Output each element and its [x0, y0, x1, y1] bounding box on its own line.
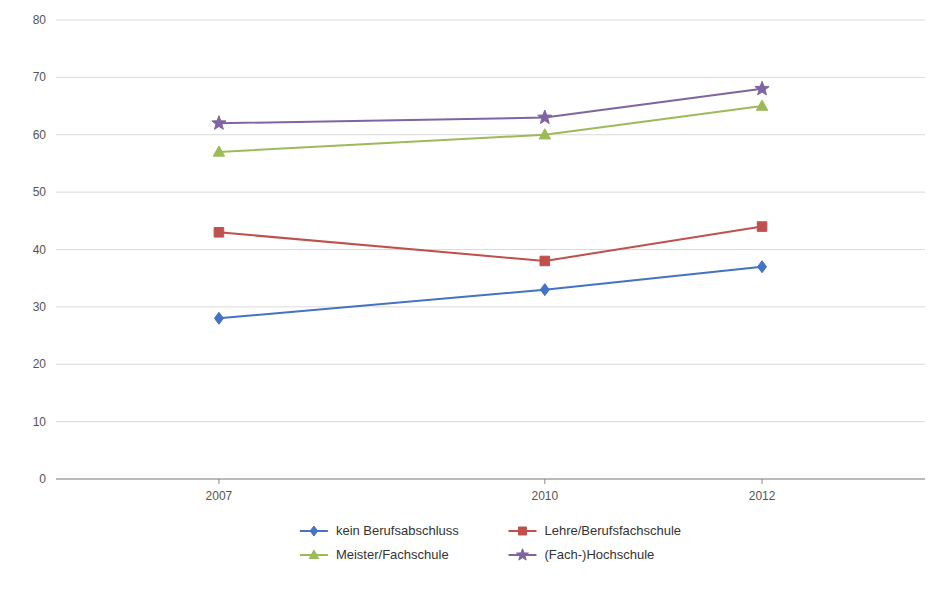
- x-tick-label: 2007: [206, 489, 233, 503]
- point-marker: [213, 146, 224, 156]
- legend-item: Lehre/Berufsfachschule: [509, 523, 682, 538]
- legend-label: Lehre/Berufsfachschule: [545, 523, 682, 538]
- x-tick: [762, 479, 763, 484]
- grid-line: [56, 134, 925, 135]
- x-tick-label: 2012: [749, 489, 776, 503]
- y-tick-label: 50: [33, 185, 47, 199]
- grid-line: [56, 192, 925, 193]
- y-tick-label: 40: [33, 243, 47, 257]
- legend-item: (Fach-)Hochschule: [509, 547, 655, 562]
- chart: 0 10 20 30 40 50 60 70 80 2007 2010 2012 kein Berufs…: [0, 0, 949, 599]
- legend-swatch-marker: [519, 527, 527, 535]
- point-marker: [755, 81, 769, 95]
- legend-swatch-marker: [310, 526, 318, 536]
- grid-line: [56, 306, 925, 307]
- point-marker: [758, 261, 767, 273]
- grid-line: [56, 479, 925, 480]
- point-marker: [212, 116, 226, 130]
- y-tick-label: 80: [33, 13, 47, 27]
- point-marker: [539, 129, 550, 139]
- legend-swatch-marker: [517, 549, 529, 560]
- x-tick-label: 2010: [531, 489, 558, 503]
- point-marker: [540, 284, 549, 296]
- grid-line: [56, 20, 925, 21]
- y-tick-label: 60: [33, 128, 47, 142]
- point-marker: [214, 227, 224, 237]
- series-line: [219, 267, 762, 319]
- legend-swatch-marker: [309, 550, 319, 559]
- point-marker: [756, 100, 767, 110]
- y-tick-label: 0: [39, 472, 46, 486]
- point-marker: [538, 110, 552, 124]
- legend: kein Berufsabschluss Lehre/Berufsfachschu…: [300, 523, 681, 562]
- legend-label: kein Berufsabschluss: [336, 523, 459, 538]
- y-grid: [56, 20, 925, 479]
- y-tick-label: 10: [33, 415, 47, 429]
- grid-line: [56, 249, 925, 250]
- legend-item: kein Berufsabschluss: [300, 523, 459, 538]
- series-line: [219, 89, 762, 123]
- point-marker: [540, 256, 550, 266]
- x-tick: [544, 479, 545, 484]
- series-line: [219, 106, 762, 152]
- grid-line: [56, 364, 925, 365]
- grid-line: [56, 421, 925, 422]
- series-line: [219, 227, 762, 261]
- y-tick-label: 70: [33, 70, 47, 84]
- x-tick: [218, 479, 219, 484]
- y-tick-label: 20: [33, 357, 47, 371]
- legend-item: Meister/Fachschule: [300, 547, 449, 562]
- point-marker: [214, 312, 223, 324]
- plot-area: [212, 81, 769, 324]
- x-axis-line: [56, 479, 925, 480]
- y-tick-label: 30: [33, 300, 47, 314]
- point-marker: [757, 222, 767, 232]
- legend-label: Meister/Fachschule: [336, 547, 449, 562]
- grid-line: [56, 77, 925, 78]
- legend-label: (Fach-)Hochschule: [545, 547, 655, 562]
